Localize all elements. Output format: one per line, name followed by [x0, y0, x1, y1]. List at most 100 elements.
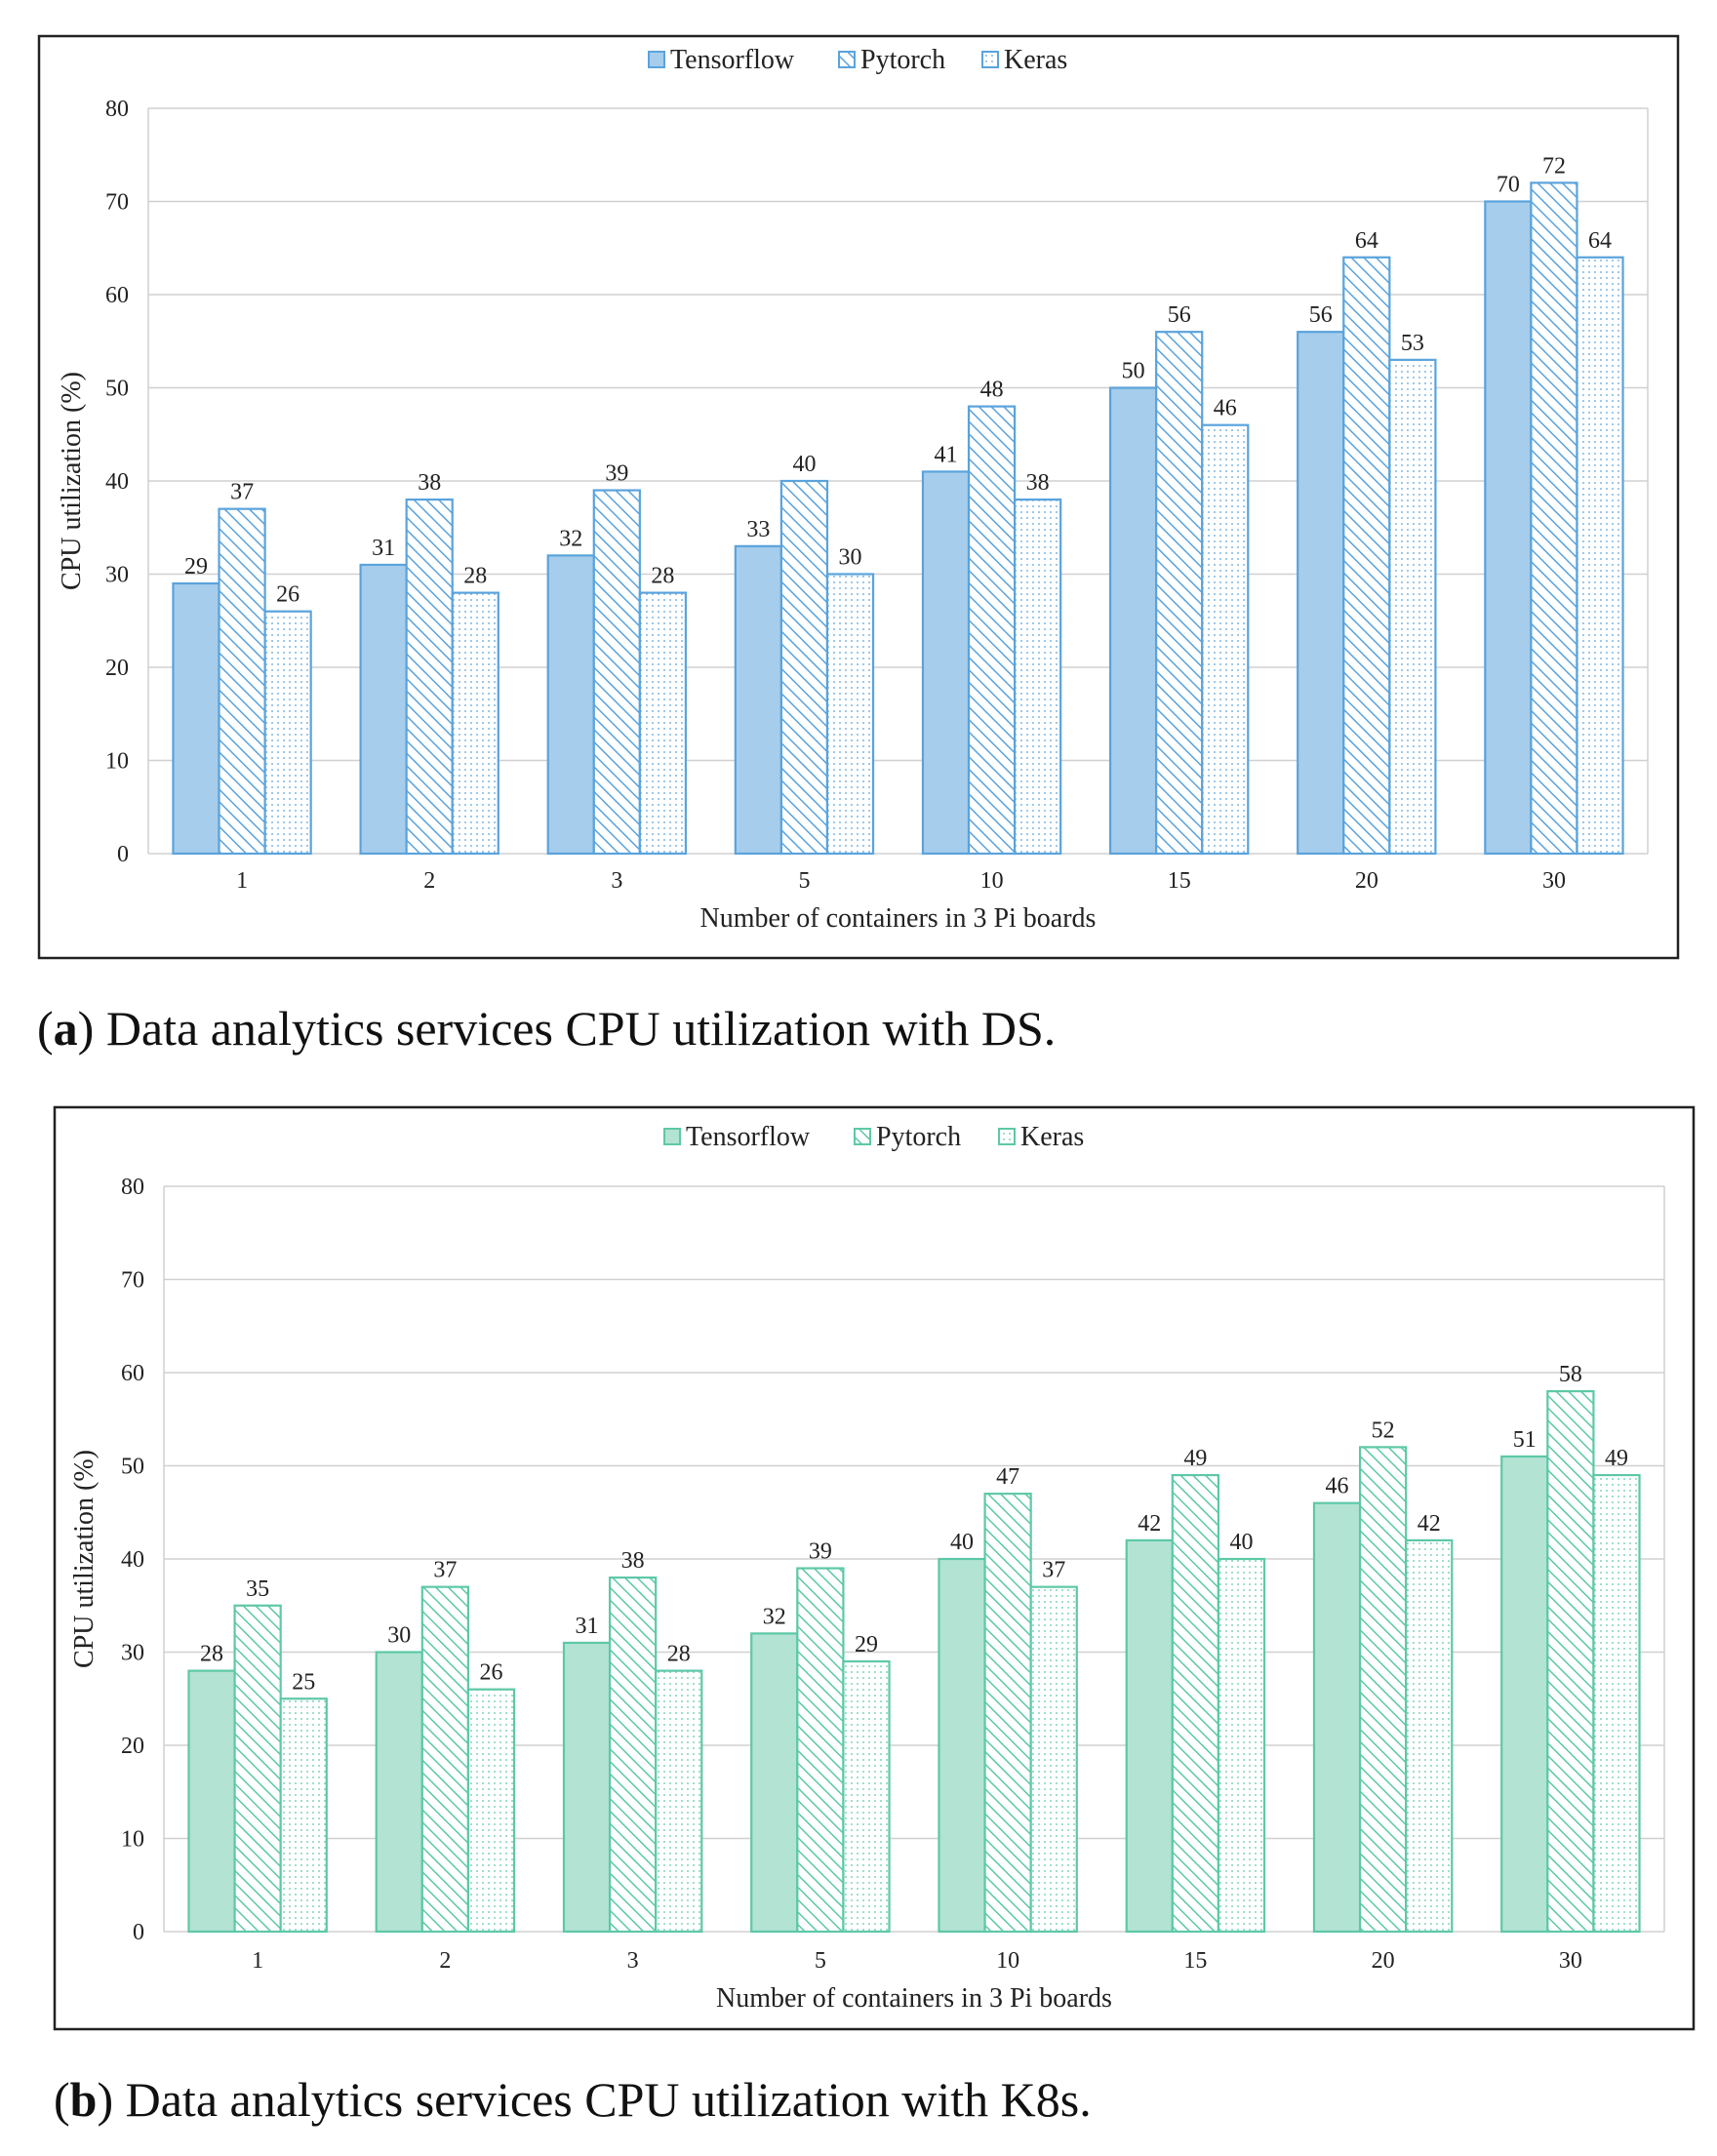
chart-a-bar-pytorch: [218, 507, 266, 856]
chart-a-bar-tensorflow: [359, 563, 408, 856]
chart-a-bar-pytorch: [1342, 256, 1391, 856]
chart-b-data-label: 37: [1042, 1558, 1065, 1583]
chart-b-bar-tensorflow: [938, 1557, 986, 1934]
chart-b-bar-pytorch: [983, 1493, 1032, 1934]
chart-a-xtick-label: 10: [980, 868, 1004, 894]
chart-a-data-label: 70: [1497, 173, 1520, 198]
chart-a-bar-pytorch: [779, 479, 829, 856]
chart-a-bar-keras: [451, 591, 499, 856]
chart-a-data-label: 56: [1168, 302, 1191, 328]
chart-b-xtick-label: 1: [252, 1948, 263, 1974]
chart-b-xtick-label: 10: [996, 1948, 1019, 1974]
chart-b-data-label: 25: [292, 1669, 315, 1695]
chart-a-bar-pytorch: [405, 498, 454, 856]
chart-a-ytick-label: 40: [105, 469, 129, 495]
caption-a-letter: a: [53, 1001, 78, 1056]
chart-a-data-label: 32: [559, 526, 582, 551]
chart-b-bar-keras: [1592, 1473, 1641, 1934]
chart-a-data-label: 41: [934, 442, 957, 467]
chart-a-data-label: 64: [1355, 228, 1378, 254]
chart-b-bar-tensorflow: [1125, 1538, 1174, 1934]
chart-b-data-label: 51: [1513, 1427, 1537, 1453]
chart-a-bar-pytorch: [1530, 181, 1578, 856]
chart-a-xtick-label: 20: [1355, 868, 1378, 894]
chart-b-ytick-label: 0: [133, 1920, 144, 1945]
chart-a-data-label: 46: [1214, 396, 1237, 421]
chart-a-data-label: 72: [1542, 153, 1566, 179]
chart-b-bar-pytorch: [1171, 1473, 1220, 1934]
chart-b-data-label: 49: [1183, 1446, 1207, 1471]
chart-b-bar-tensorflow: [750, 1632, 799, 1934]
chart-a-xtick-label: 15: [1168, 868, 1191, 894]
chart-b-ytick-label: 20: [121, 1734, 144, 1759]
chart-a-bar-tensorflow: [921, 470, 971, 856]
chart-b-ytick-label: 50: [121, 1455, 144, 1480]
chart-a-bar-tensorflow: [1484, 200, 1533, 856]
chart-b-bar-keras: [1217, 1557, 1266, 1934]
chart-a-data-label: 26: [276, 582, 299, 608]
chart-b-data-label: 29: [855, 1632, 878, 1657]
chart-b-data-label: 42: [1138, 1511, 1161, 1537]
caption-b-letter: b: [69, 2072, 98, 2127]
chart-a-data-label: 28: [463, 564, 487, 589]
chart-a-data-label: 38: [1026, 470, 1050, 496]
chart-b-legend-label: Pytorch: [876, 1122, 961, 1152]
chart-b-data-label: 28: [200, 1642, 223, 1667]
chart-a-xtick-label: 2: [423, 868, 435, 894]
chart-a-bar-tensorflow: [1297, 331, 1345, 856]
chart-panel-b: 0 10 20 30 40 50 60 70 80 CPU utilization (%) 28 35…: [0, 1078, 1717, 2156]
chart-b-data-label: 26: [479, 1660, 502, 1686]
chart-b-bar-keras: [466, 1688, 516, 1934]
chart-a-data-label: 50: [1122, 359, 1145, 384]
caption-a: (a) Data analytics services CPU utilizat…: [37, 1001, 1057, 1056]
chart-b-xtick-label: 15: [1183, 1948, 1207, 1974]
chart-b-xtick-label: 5: [815, 1948, 826, 1974]
chart-b-data-label: 28: [667, 1642, 691, 1667]
chart-b-data-label: 37: [433, 1558, 457, 1583]
chart-a-bar-tensorflow: [1108, 386, 1158, 856]
caption-a-text: Data analytics services CPU utilization …: [105, 1001, 1057, 1056]
chart-a-legend-label: Tensorflow: [670, 45, 795, 75]
chart-a-data-label: 39: [605, 461, 628, 487]
caption-b-text: Data analytics services CPU utilization …: [125, 2072, 1092, 2127]
chart-a-ytick-label: 20: [105, 656, 129, 681]
chart-b-xtick-label: 2: [439, 1948, 451, 1974]
chart-b-legend-swatch-pytorch: [854, 1128, 871, 1145]
chart-a-bar-keras: [1201, 423, 1250, 856]
chart-b-data-label: 30: [387, 1623, 411, 1649]
chart-a-data-label: 31: [372, 536, 395, 561]
chart-b-data-label: 35: [246, 1577, 269, 1602]
chart-a-data-label: 37: [230, 480, 254, 505]
chart-a-ylabel: CPU utilization (%): [57, 372, 87, 590]
chart-b-data-label: 32: [763, 1604, 786, 1629]
chart-a-data-label: 56: [1309, 302, 1333, 328]
chart-b-bar-tensorflow: [1500, 1455, 1549, 1934]
chart-b-xtick-label: 30: [1559, 1948, 1582, 1974]
chart-a-bar-keras: [825, 573, 875, 856]
chart-b-bar-keras: [1405, 1538, 1454, 1934]
chart-b-data-label: 31: [576, 1614, 599, 1639]
chart-b-data-label: 49: [1605, 1446, 1628, 1471]
chart-a-legend-label: Keras: [1004, 45, 1067, 75]
chart-a-ytick-label: 50: [105, 377, 129, 402]
chart-a-data-label: 30: [839, 545, 862, 571]
chart-a-ytick-label: 30: [105, 563, 129, 588]
chart-b-bar-pytorch: [796, 1567, 845, 1934]
chart-a-data-label: 53: [1401, 331, 1424, 356]
chart-a-legend-label: Pytorch: [860, 45, 945, 75]
chart-a-bar-keras: [1388, 358, 1437, 856]
chart-a-xtick-label: 30: [1542, 868, 1566, 894]
chart-b-data-label: 46: [1326, 1474, 1349, 1499]
chart-b-bar-tensorflow: [375, 1651, 423, 1934]
chart-b-bar-pytorch: [420, 1585, 470, 1934]
chart-a-xtick-label: 1: [236, 868, 248, 894]
chart-a-legend-swatch-tensorflow: [648, 51, 665, 68]
chart-a-bar-pytorch: [592, 489, 641, 856]
chart-a-bar-keras: [263, 610, 312, 856]
chart-a-legend-swatch-keras: [981, 51, 999, 68]
chart-a-xtick-label: 3: [611, 868, 622, 894]
chart-b-data-label: 38: [621, 1548, 645, 1574]
chart-a-ytick-label: 80: [105, 97, 129, 122]
